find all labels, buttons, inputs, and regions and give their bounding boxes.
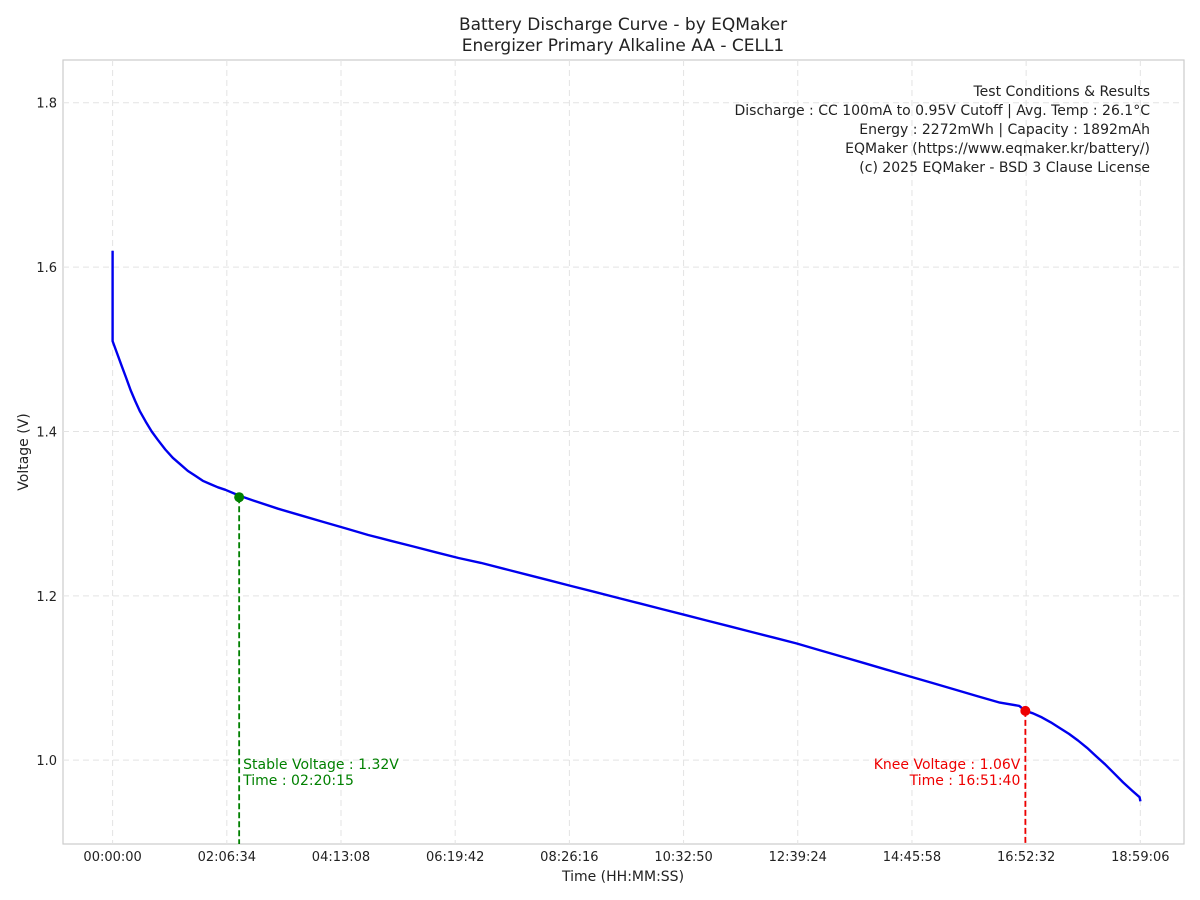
info-line: Discharge : CC 100mA to 0.95V Cutoff | A…: [734, 103, 1150, 119]
x-tick-label: 04:13:08: [312, 850, 370, 865]
x-axis-ticks: 00:00:00 02:06:34 04:13:08 06:19:42 08:26:16…: [83, 850, 1169, 865]
chart-title: Battery Discharge Curve - by EQMaker: [459, 15, 787, 35]
y-axis-label: Voltage (V): [16, 413, 32, 490]
x-axis-label: Time (HH:MM:SS): [561, 869, 684, 885]
x-tick-label: 02:06:34: [198, 850, 256, 865]
x-tick-label: 14:45:58: [883, 850, 941, 865]
x-tick-label: 12:39:24: [769, 850, 827, 865]
info-box: Test Conditions & Results Discharge : CC …: [734, 84, 1150, 176]
plot-frame: [62, 59, 1185, 845]
x-tick-label: 10:32:50: [654, 850, 712, 865]
marker-voltage-label: Knee Voltage : 1.06V: [874, 757, 1021, 773]
x-tick-label: 18:59:06: [1111, 850, 1169, 865]
marker-point: [234, 492, 245, 503]
marker-voltage-label: Stable Voltage : 1.32V: [243, 757, 399, 773]
y-tick-label: 1.4: [36, 425, 57, 440]
voltage-series-line: [111, 250, 1142, 802]
marker-point: [1020, 705, 1031, 716]
y-tick-label: 1.6: [36, 261, 57, 276]
info-line: Test Conditions & Results: [973, 84, 1151, 100]
y-tick-label: 1.0: [36, 754, 57, 769]
y-tick-label: 1.2: [36, 590, 57, 605]
y-axis-ticks: 1.0 1.2 1.4 1.6 1.8: [36, 97, 57, 769]
chart-subtitle: Energizer Primary Alkaline AA - CELL1: [462, 36, 785, 56]
marker-time-label: Time : 02:20:15: [242, 773, 354, 789]
info-line: EQMaker (https://www.eqmaker.kr/battery/…: [845, 141, 1150, 157]
info-line: (c) 2025 EQMaker - BSD 3 Clause License: [859, 160, 1150, 176]
grid-lines: [63, 60, 1184, 844]
x-tick-label: 16:52:32: [997, 850, 1055, 865]
info-line: Energy : 2272mWh | Capacity : 1892mAh: [859, 122, 1150, 138]
y-tick-label: 1.8: [36, 97, 57, 112]
x-tick-label: 08:26:16: [540, 850, 598, 865]
marker-time-label: Time : 16:51:40: [909, 773, 1021, 789]
x-tick-label: 00:00:00: [83, 850, 141, 865]
x-tick-label: 06:19:42: [426, 850, 484, 865]
